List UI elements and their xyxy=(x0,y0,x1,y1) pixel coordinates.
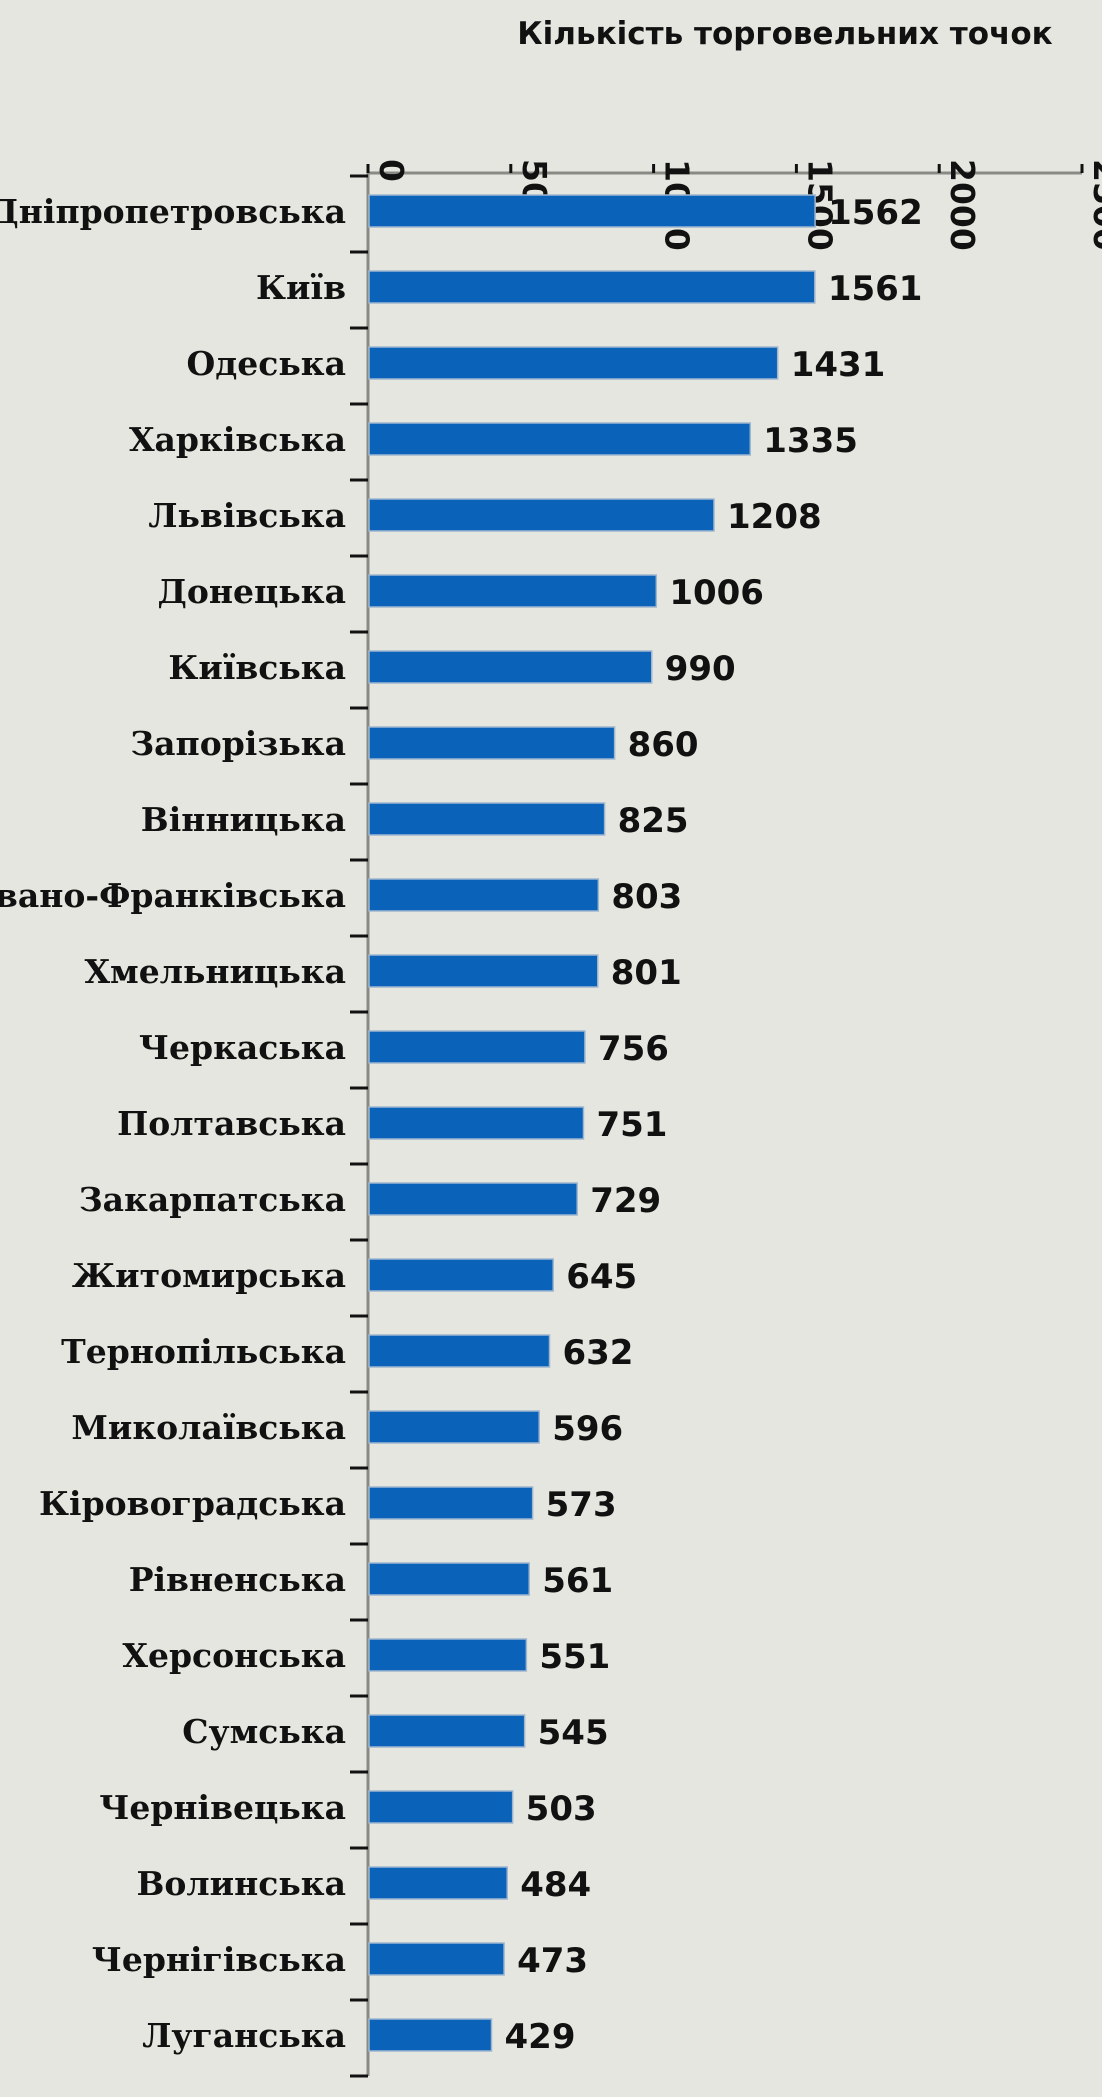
bar xyxy=(368,1562,530,1596)
bar xyxy=(368,1486,534,1520)
data-label: 1208 xyxy=(727,497,822,537)
category-label: Кіровоградська xyxy=(39,1484,346,1523)
data-label: 729 xyxy=(590,1181,661,1221)
category-label: Львівська xyxy=(148,496,346,535)
bar xyxy=(368,270,816,304)
data-label: 860 xyxy=(628,725,699,765)
category-label: Черкаська xyxy=(139,1028,346,1067)
bar xyxy=(368,1334,551,1368)
data-label: 645 xyxy=(566,1257,637,1297)
category-label: Рівненська xyxy=(129,1560,346,1599)
category-label: Дніпропетровська xyxy=(0,192,346,231)
data-label: 561 xyxy=(542,1561,613,1601)
data-label: 1006 xyxy=(669,573,764,613)
data-label: 756 xyxy=(598,1029,669,1069)
x-axis-title: Кількість торговельних точок xyxy=(517,16,1052,52)
data-label: 751 xyxy=(596,1105,667,1145)
data-label: 596 xyxy=(552,1409,623,1449)
data-label: 573 xyxy=(546,1485,617,1525)
data-label: 1431 xyxy=(791,345,886,385)
category-label: Хмельницька xyxy=(84,952,346,991)
x-tick-label: 2000 xyxy=(943,159,982,251)
bar xyxy=(368,802,606,836)
bar xyxy=(368,1790,514,1824)
category-label: Волинська xyxy=(136,1864,346,1903)
data-label: 825 xyxy=(618,801,689,841)
category-label: Луганська xyxy=(142,2016,346,2055)
bar xyxy=(368,954,599,988)
category-label: Київська xyxy=(168,648,346,687)
bar xyxy=(368,1638,528,1672)
category-label: Одеська xyxy=(187,344,346,383)
category-label: Вінницька xyxy=(141,800,346,839)
bar xyxy=(368,1866,508,1900)
category-label: Закарпатська xyxy=(79,1180,346,1219)
x-tick-label: 2500 xyxy=(1086,159,1102,251)
data-label: 801 xyxy=(611,953,682,993)
bar xyxy=(368,1714,526,1748)
data-label: 473 xyxy=(517,1941,588,1981)
bar xyxy=(368,1182,578,1216)
data-label: 484 xyxy=(520,1865,591,1905)
bar xyxy=(368,878,600,912)
bar xyxy=(368,498,715,532)
bar xyxy=(368,194,816,228)
category-label: Івано-Франківська xyxy=(0,876,346,915)
category-label: Донецька xyxy=(158,572,347,611)
data-label: 551 xyxy=(539,1637,610,1677)
data-label: 1335 xyxy=(763,421,858,461)
bar xyxy=(368,1258,554,1292)
bar xyxy=(368,1030,586,1064)
data-label: 1562 xyxy=(828,193,923,233)
bar xyxy=(368,1106,585,1140)
category-label: Херсонська xyxy=(122,1636,346,1675)
bar xyxy=(368,1942,505,1976)
category-label: Тернопільська xyxy=(61,1332,346,1371)
bars: Дніпропетровська 1562 Київ 1561 Одеська 1431 Х… xyxy=(0,192,923,2057)
category-label: Київ xyxy=(256,268,346,307)
data-label: 429 xyxy=(505,2017,576,2057)
bar xyxy=(368,726,616,760)
bar xyxy=(368,650,653,684)
bar xyxy=(368,2018,493,2052)
category-label: Чернігівська xyxy=(92,1940,346,1979)
category-label: Полтавська xyxy=(117,1104,346,1143)
bar xyxy=(368,346,779,380)
category-label: Запорізька xyxy=(130,724,346,763)
data-label: 545 xyxy=(538,1713,609,1753)
data-label: 503 xyxy=(526,1789,597,1829)
bar xyxy=(368,1410,540,1444)
bar xyxy=(368,574,658,608)
data-label: 632 xyxy=(562,1333,633,1373)
category-label: Житомирська xyxy=(72,1256,346,1295)
data-label: 990 xyxy=(665,649,736,689)
category-label: Миколаївська xyxy=(71,1408,346,1447)
bar xyxy=(368,422,752,456)
data-label: 1561 xyxy=(828,269,923,309)
category-label: Сумська xyxy=(182,1712,346,1751)
category-label: Чернівецька xyxy=(99,1788,346,1827)
x-tick-label: 0 xyxy=(372,159,411,182)
data-label: 803 xyxy=(611,877,682,917)
category-label: Харківська xyxy=(129,420,346,459)
